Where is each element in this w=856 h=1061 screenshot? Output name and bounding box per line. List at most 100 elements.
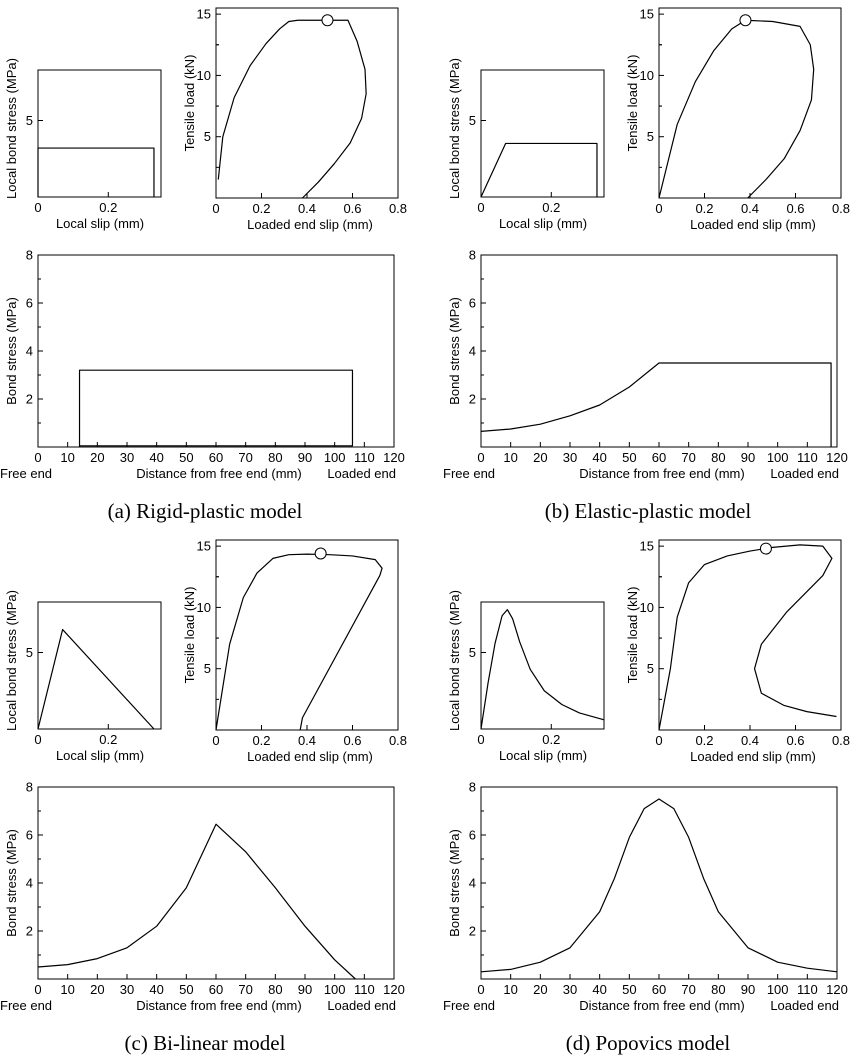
- bond-distribution-xtick-label: 100: [767, 982, 789, 997]
- bond-slip-ylabel: Local bond stress (MPa): [447, 58, 462, 199]
- bond-distribution-ylabel: Bond stress (MPa): [447, 297, 462, 405]
- bond-distribution-xtick-label: 0: [34, 982, 41, 997]
- load-slip-xtick-label: 0.8: [389, 201, 407, 216]
- load-slip-xtick-label: 0.2: [252, 201, 270, 216]
- load-slip-xtick-label: 0.2: [695, 733, 713, 748]
- load-slip-xtick-label: 0.4: [298, 201, 316, 216]
- bond-distribution-xtick-label: 110: [354, 982, 375, 997]
- load-slip-xtick-label: 0.6: [343, 201, 361, 216]
- load-slip-xtick-label: 0: [212, 733, 219, 748]
- load-slip-ytick-label: 15: [197, 7, 211, 22]
- load-slip-xtick-label: 0.6: [786, 733, 804, 748]
- bond-distribution-xtick-label: 120: [826, 982, 848, 997]
- bond-distribution-xtick-label: 80: [711, 982, 725, 997]
- bond-distribution-ylabel: Bond stress (MPa): [447, 829, 462, 937]
- bond-distribution-xtick-label: 30: [563, 982, 577, 997]
- bond-distribution-ytick-label: 8: [26, 248, 33, 263]
- bond-distribution-xtick-label: 90: [741, 450, 755, 465]
- bond-slip-xtick-label: 0.2: [542, 732, 560, 747]
- bond-distribution-xtick-label: 40: [149, 450, 163, 465]
- load-slip-ytick-label: 10: [197, 600, 211, 615]
- bond-slip-frame: [480, 69, 605, 198]
- bond-distribution-xtick-label: 0: [34, 450, 41, 465]
- bond-slip-series-line: [480, 142, 598, 198]
- bond-distribution-xtick-label: 40: [149, 982, 163, 997]
- bond-distribution-xtick-label: 110: [797, 450, 818, 465]
- load-slip-xtick-label: 0: [212, 201, 219, 216]
- load-slip-ytick-label: 5: [204, 129, 211, 144]
- bond-distribution-ytick-label: 4: [469, 344, 476, 359]
- free-end-label: Free end: [443, 998, 495, 1013]
- bond-distribution-xtick-label: 10: [503, 982, 517, 997]
- bond-distribution-series-line: [78, 369, 354, 447]
- distance-label: Distance from free end (mm): [136, 466, 301, 481]
- panel-b: 0 0.2 5 Local slip (mm) Local bond stress (M…: [443, 7, 850, 523]
- bond-distribution-xtick-label: 70: [238, 982, 252, 997]
- bond-slip-xtick-label: 0.2: [99, 200, 117, 215]
- load-slip-xtick-label: 0.6: [343, 733, 361, 748]
- bond-distribution-xtick-label: 70: [681, 450, 695, 465]
- load-slip-xtick-label: 0.4: [741, 201, 759, 216]
- loaded-end-label: Loaded end: [327, 466, 396, 481]
- load-slip-xlabel: Loaded end slip (mm): [247, 749, 373, 764]
- bond-distribution-ytick-label: 6: [469, 296, 476, 311]
- load-slip-xlabel: Loaded end slip (mm): [690, 749, 816, 764]
- bond-distribution-frame: [37, 254, 395, 448]
- bond-distribution-xtick-label: 10: [60, 982, 74, 997]
- bond-distribution-xtick-label: 20: [90, 450, 104, 465]
- bond-slip-series-line: [480, 609, 605, 730]
- bond-distribution-xtick-label: 70: [681, 982, 695, 997]
- bond-distribution-xtick-label: 0: [477, 450, 484, 465]
- bond-distribution-xtick-label: 60: [209, 982, 223, 997]
- bond-slip-series-line: [37, 628, 155, 730]
- bond-distribution-xtick-label: 100: [324, 982, 346, 997]
- bond-distribution-ytick-label: 4: [26, 876, 33, 891]
- distance-label: Distance from free end (mm): [136, 998, 301, 1013]
- bond-slip-ylabel: Local bond stress (MPa): [4, 58, 19, 199]
- load-slip-ytick-label: 5: [204, 661, 211, 676]
- load-slip-ytick-label: 15: [197, 539, 211, 554]
- load-slip-ylabel: Tensile load (kN): [182, 587, 197, 684]
- bond-distribution-ylabel: Bond stress (MPa): [4, 297, 19, 405]
- load-slip-series-line: [658, 19, 815, 199]
- bond-slip-frame: [480, 601, 605, 730]
- load-slip-ylabel: Tensile load (kN): [182, 55, 197, 152]
- bond-slip-xtick-label: 0: [34, 732, 41, 747]
- distance-label: Distance from free end (mm): [579, 466, 744, 481]
- free-end-label: Free end: [443, 466, 495, 481]
- panel-a: 0 0.2 5 Local slip (mm) Local bond stress (M…: [0, 7, 407, 523]
- load-slip-peak-marker: [314, 547, 327, 560]
- bond-slip-xlabel: Local slip (mm): [56, 216, 144, 231]
- bond-distribution-xtick-label: 50: [179, 450, 193, 465]
- panel-caption: (c) Bi-linear model: [125, 1031, 286, 1055]
- bond-slip-xtick-label: 0.2: [542, 200, 560, 215]
- load-slip-frame: [215, 539, 399, 731]
- bond-distribution-xtick-label: 10: [60, 450, 74, 465]
- bond-slip-xtick-label: 0: [477, 200, 484, 215]
- bond-slip-frame: [37, 69, 162, 198]
- bond-distribution-xtick-label: 100: [324, 450, 346, 465]
- bond-slip-frame: [37, 601, 162, 730]
- load-slip-xtick-label: 0.8: [832, 201, 850, 216]
- bond-distribution-xtick-label: 100: [767, 450, 789, 465]
- load-slip-xtick-label: 0.8: [389, 733, 407, 748]
- load-slip-xtick-label: 0.2: [252, 733, 270, 748]
- bond-distribution-xtick-label: 60: [652, 982, 666, 997]
- bond-distribution-ylabel: Bond stress (MPa): [4, 829, 19, 937]
- load-slip-xlabel: Loaded end slip (mm): [690, 217, 816, 232]
- bond-slip-ytick-label: 5: [469, 113, 476, 128]
- bond-slip-ylabel: Local bond stress (MPa): [447, 590, 462, 731]
- bond-slip-ytick-label: 5: [26, 645, 33, 660]
- panel-caption: (a) Rigid-plastic model: [108, 499, 303, 523]
- load-slip-xtick-label: 0.6: [786, 201, 804, 216]
- bond-distribution-xtick-label: 80: [711, 450, 725, 465]
- panel-c: 0 0.2 5 Local slip (mm) Local bond stress (M…: [0, 539, 407, 1055]
- bond-distribution-xtick-label: 30: [120, 450, 134, 465]
- bond-distribution-ytick-label: 6: [26, 296, 33, 311]
- load-slip-ytick-label: 10: [640, 600, 654, 615]
- bond-slip-xtick-label: 0: [34, 200, 41, 215]
- bond-slip-series-line: [37, 147, 155, 197]
- load-slip-ylabel: Tensile load (kN): [625, 587, 640, 684]
- bond-distribution-xtick-label: 80: [268, 450, 282, 465]
- bond-distribution-xtick-label: 60: [652, 450, 666, 465]
